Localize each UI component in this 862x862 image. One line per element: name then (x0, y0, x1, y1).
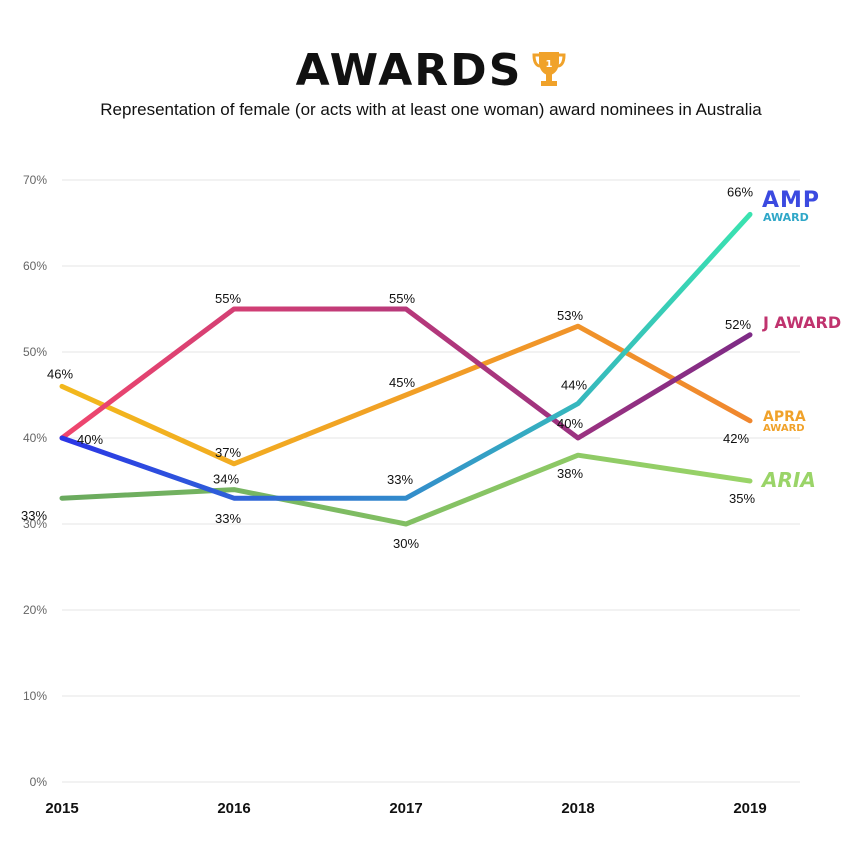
series-line-aria (59, 452, 753, 527)
data-label-apra: 53% (557, 308, 583, 323)
legend-aria: ARIA (760, 468, 816, 492)
x-tick-label: 2018 (561, 800, 594, 817)
data-label-jaward: 40% (77, 432, 103, 447)
y-tick-label: 20% (23, 603, 47, 617)
y-tick-label: 30% (23, 517, 47, 531)
chart-title: AWARDS (295, 44, 523, 96)
data-label-jaward: 52% (725, 317, 751, 332)
y-tick-label: 70% (23, 173, 47, 187)
series-line-jaward (59, 306, 753, 441)
legend-amp-line2: AWARD (763, 211, 809, 224)
data-label-jaward: 40% (557, 416, 583, 431)
trophy-icon: 1 (532, 52, 566, 86)
line-layer (59, 211, 753, 527)
title-row: AWARDS 1 (0, 38, 862, 102)
data-label-aria: 38% (557, 466, 583, 481)
data-label-apra: 37% (215, 445, 241, 460)
series-line-amp (59, 211, 753, 501)
data-label-apra: 42% (723, 431, 749, 446)
x-tick-label: 2016 (217, 800, 250, 817)
x-tick-label: 2019 (733, 800, 766, 817)
data-label-apra: 45% (389, 375, 415, 390)
y-tick-label: 0% (30, 775, 48, 789)
chart-subtitle: Representation of female (or acts with a… (100, 100, 762, 119)
grid-layer: 0% 10% 20% 30% 40% 50% 60% 70% (23, 173, 800, 789)
data-label-jaward: 55% (389, 291, 415, 306)
x-axis: 2015 2016 2017 2018 2019 (45, 800, 766, 817)
y-tick-label: 60% (23, 259, 47, 273)
data-label-aria: 35% (729, 491, 755, 506)
series-line-apra (59, 323, 753, 467)
data-label-aria: 30% (393, 536, 419, 551)
x-tick-label: 2015 (45, 800, 78, 817)
legend-jaward: J AWARD (762, 313, 841, 332)
data-label-amp: 33% (215, 511, 241, 526)
data-label-jaward: 55% (215, 291, 241, 306)
data-label-amp: 33% (387, 472, 413, 487)
legend-amp-line1: AMP (762, 188, 820, 213)
svg-text:1: 1 (546, 59, 553, 70)
y-tick-label: 50% (23, 345, 47, 359)
legend-apra-line1: APRA (763, 409, 806, 425)
x-tick-label: 2017 (389, 800, 422, 817)
data-label-amp: 66% (727, 184, 753, 199)
data-label-aria: 34% (213, 472, 239, 487)
legend-apra-line2: AWARD (763, 423, 805, 434)
data-label-amp: 44% (561, 378, 587, 393)
data-label-aria: 33% (21, 508, 47, 523)
y-tick-label: 40% (23, 431, 47, 445)
y-tick-label: 10% (23, 689, 47, 703)
data-label-apra: 46% (47, 366, 73, 381)
data-label-layer: 33% 34% 30% 38% 35% 46% 37% 45% 53% 42% 40% 55% 55% 4… (21, 184, 755, 551)
legend: AMP AWARD J AWARD APRA AWARD ARIA (760, 188, 841, 492)
